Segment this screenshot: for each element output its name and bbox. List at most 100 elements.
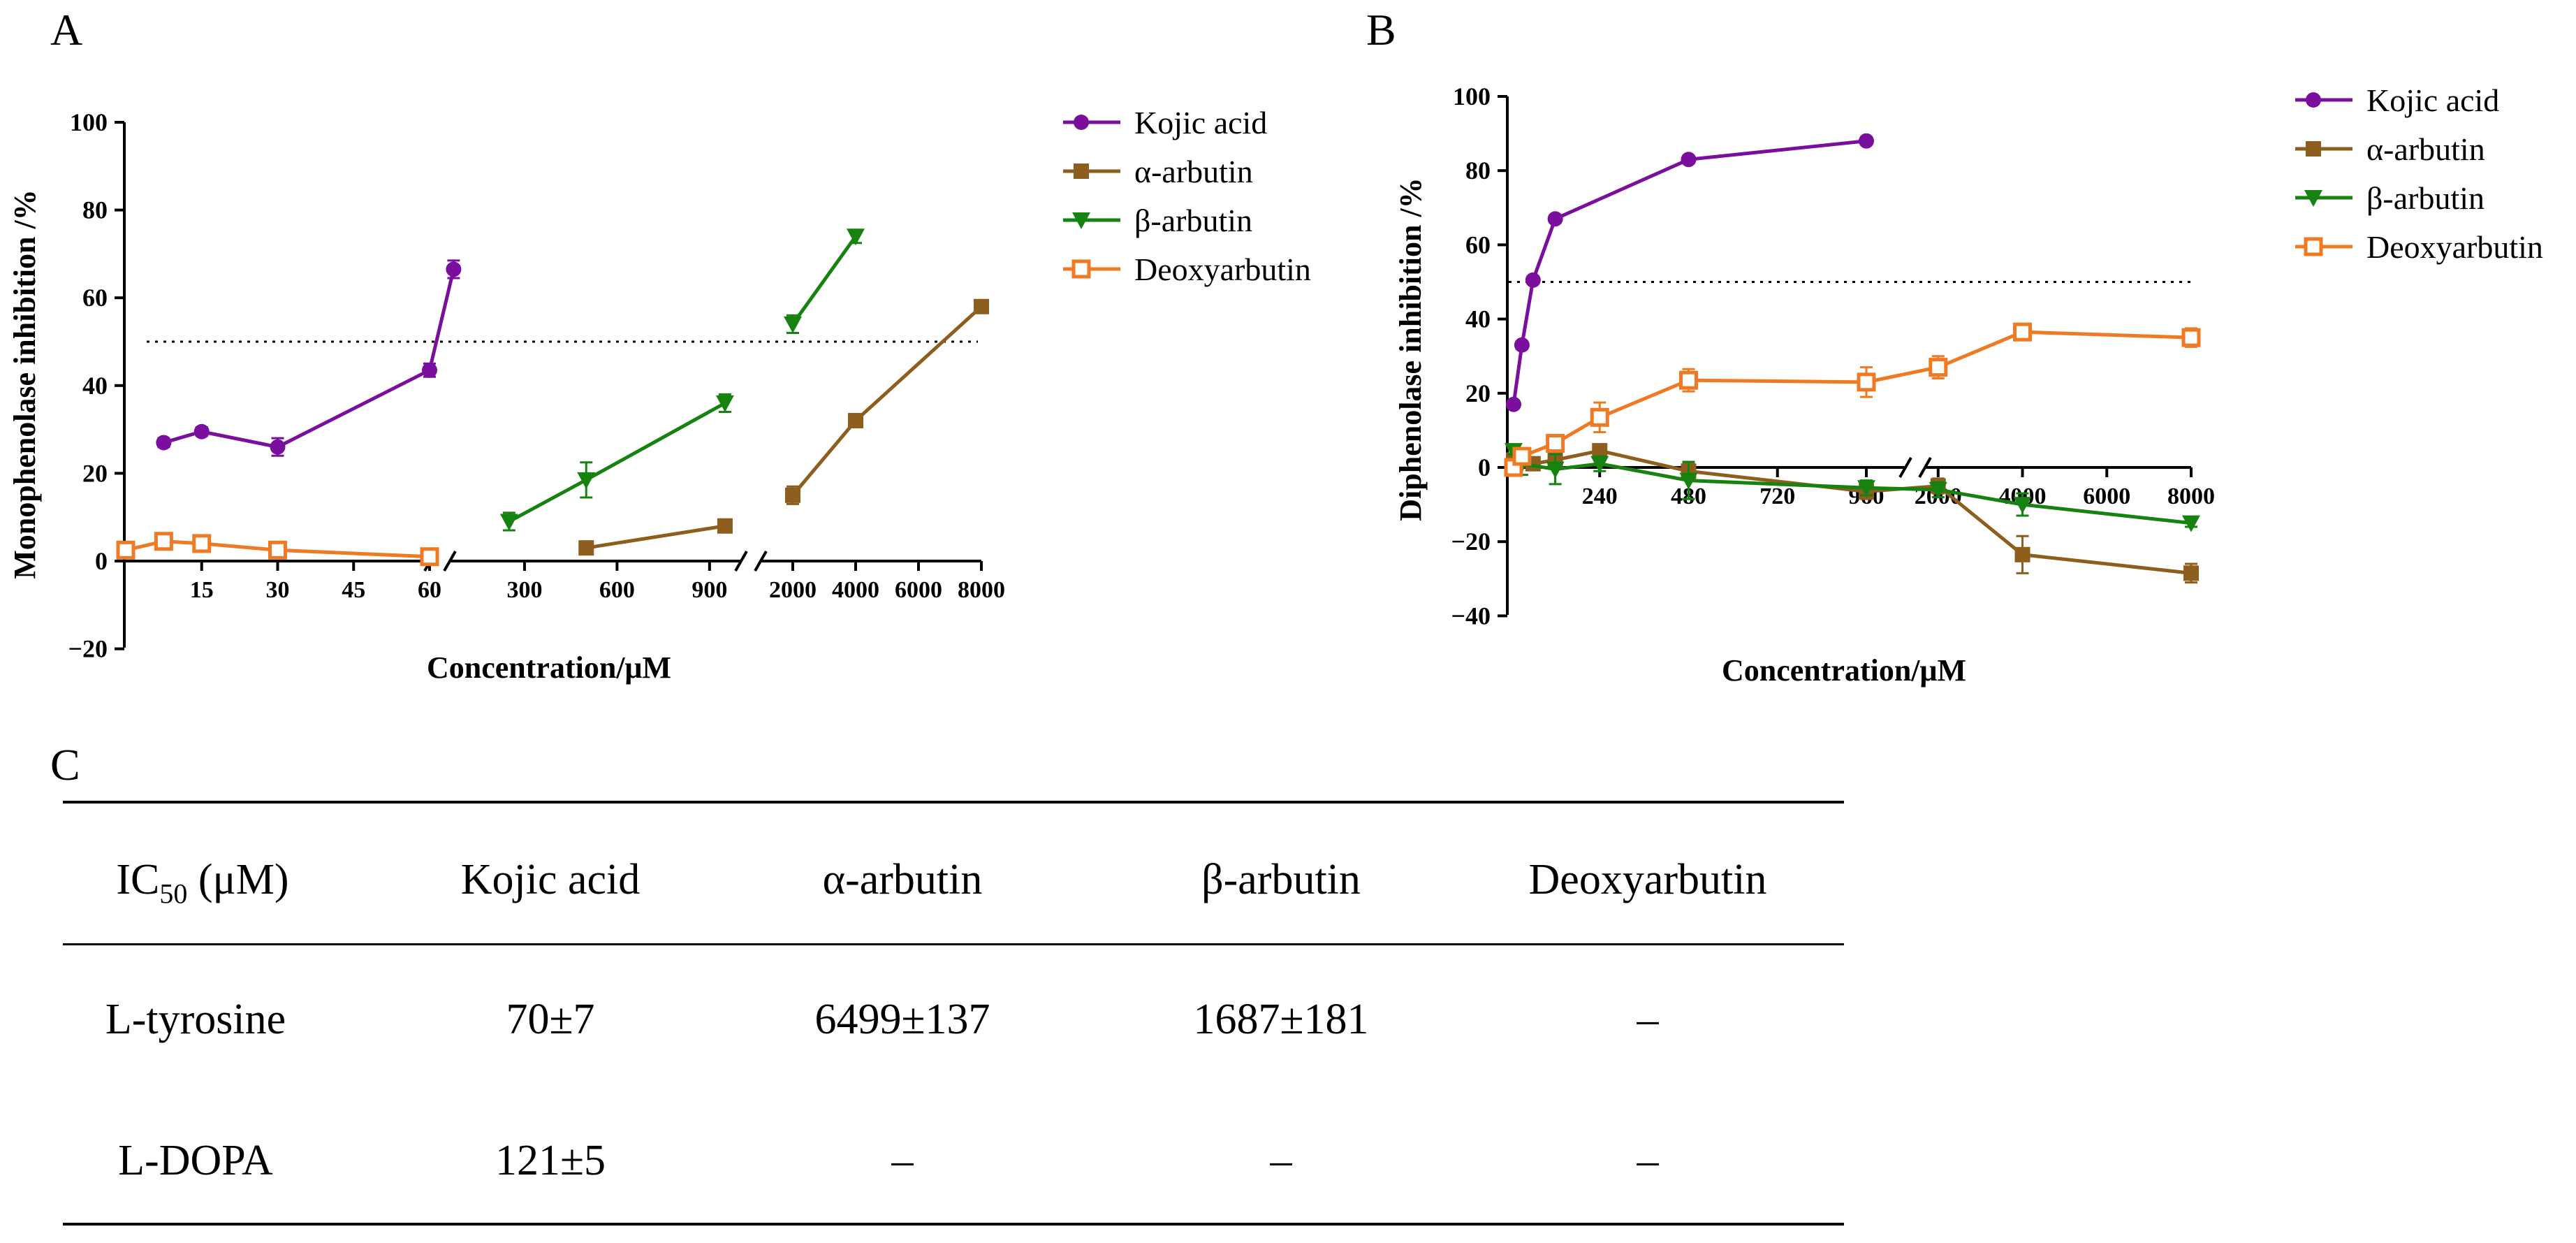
legend-item: β-arbutin bbox=[2292, 173, 2543, 222]
data-point bbox=[446, 261, 462, 277]
table-cell: 1687±181 bbox=[1193, 996, 1369, 1043]
data-point bbox=[1505, 396, 1521, 412]
legend-symbol bbox=[1063, 259, 1120, 279]
data-point bbox=[1590, 407, 1609, 427]
table-cell: – bbox=[1270, 1137, 1292, 1184]
data-point bbox=[974, 298, 989, 314]
data-point bbox=[1512, 446, 1532, 466]
legend-marker bbox=[2304, 237, 2323, 256]
header-deoxyarbutin: Deoxyarbutin bbox=[1528, 856, 1767, 903]
y-tick-label: 40 bbox=[82, 372, 108, 400]
data-point bbox=[1547, 211, 1563, 227]
x-tick-label: 4000 bbox=[832, 577, 879, 603]
y-tick-label: 80 bbox=[82, 196, 108, 224]
legend-marker bbox=[1074, 115, 1089, 130]
series-line bbox=[508, 401, 726, 523]
table-cell: 6499±137 bbox=[814, 996, 990, 1043]
header-kojic-acid: Kojic acid bbox=[460, 856, 641, 903]
series-line bbox=[1866, 486, 2192, 525]
header-alpha-arbutin: α-arbutin bbox=[822, 856, 983, 903]
data-point bbox=[499, 514, 518, 531]
data-point bbox=[154, 532, 173, 551]
panel-label-a: A bbox=[50, 5, 83, 54]
y-tick-label: 80 bbox=[1465, 157, 1491, 184]
series-line bbox=[427, 268, 455, 371]
legend-label: α-arbutin bbox=[2366, 131, 2485, 167]
panel-label-c: C bbox=[50, 740, 80, 790]
table-bottom-rule bbox=[63, 1223, 1844, 1226]
data-point bbox=[2181, 328, 2201, 347]
x-tick-label: 240 bbox=[1582, 484, 1618, 509]
data-point bbox=[2013, 322, 2033, 342]
data-point bbox=[715, 395, 734, 412]
x-axis-break bbox=[1898, 457, 1912, 478]
y-axis-title: Diphenolase inhibition /% bbox=[1393, 177, 1428, 521]
header-beta-arbutin: β-arbutin bbox=[1201, 856, 1361, 903]
x-tick-label: 6000 bbox=[2083, 484, 2130, 509]
legend-item: β-arbutin bbox=[1060, 196, 1311, 245]
data-point bbox=[1681, 152, 1697, 168]
data-point bbox=[1546, 461, 1565, 479]
x-axis-break bbox=[734, 551, 748, 572]
x-tick-label: 2000 bbox=[769, 577, 817, 603]
y-tick-label: −40 bbox=[1451, 602, 1491, 630]
data-point bbox=[2014, 546, 2030, 562]
data-point bbox=[270, 439, 286, 455]
data-point bbox=[1859, 133, 1874, 149]
table-cell: 121±5 bbox=[495, 1137, 606, 1184]
legend-symbol bbox=[2295, 190, 2352, 207]
y-tick-label: 100 bbox=[1453, 82, 1491, 110]
x-tick-label: 15 bbox=[190, 577, 214, 603]
x-tick-label: 8000 bbox=[2167, 484, 2215, 509]
table-header-rule bbox=[63, 943, 1844, 945]
data-point bbox=[717, 518, 733, 534]
data-point bbox=[1857, 480, 1875, 497]
legend-marker bbox=[2306, 92, 2321, 108]
panel-label-b: B bbox=[1366, 5, 1396, 54]
y-axis-title: Monophenolase inhibition /% bbox=[8, 189, 42, 579]
y-tick-label: 100 bbox=[70, 108, 108, 136]
y-tick-label: 0 bbox=[1478, 453, 1491, 481]
y-tick-label: 20 bbox=[1465, 379, 1491, 407]
data-point bbox=[1929, 358, 1948, 377]
x-tick-label: 6000 bbox=[895, 577, 942, 603]
legend-a: Kojic acid α-arbutin β-arbutin Deoxyarbutin bbox=[1060, 98, 1311, 293]
series-line bbox=[585, 524, 726, 550]
data-point bbox=[1546, 433, 1565, 453]
data-point bbox=[1592, 443, 1608, 459]
y-tick-label: −20 bbox=[68, 635, 108, 663]
row-label: L-DOPA bbox=[118, 1137, 273, 1184]
data-point bbox=[1679, 370, 1698, 390]
y-tick-label: 60 bbox=[82, 284, 108, 312]
data-point bbox=[1525, 272, 1541, 288]
data-point bbox=[578, 540, 594, 556]
legend-marker bbox=[1074, 163, 1089, 179]
series-line bbox=[1512, 139, 1867, 405]
x-tick-label: 720 bbox=[1759, 484, 1795, 509]
legend-marker bbox=[1072, 212, 1090, 229]
legend-item: Deoxyarbutin bbox=[1060, 245, 1311, 293]
legend-label: β-arbutin bbox=[2366, 180, 2485, 216]
x-tick-label: 30 bbox=[266, 577, 290, 603]
legend-marker bbox=[2306, 141, 2321, 157]
series-line bbox=[163, 368, 431, 449]
series-line bbox=[1512, 378, 1867, 469]
x-tick-label: 300 bbox=[506, 577, 542, 603]
table-cell: – bbox=[891, 1137, 914, 1184]
y-tick-label: 0 bbox=[95, 547, 108, 575]
data-point bbox=[193, 423, 210, 439]
data-point bbox=[2183, 565, 2199, 581]
legend-item: Deoxyarbutin bbox=[2292, 222, 2543, 271]
data-point bbox=[268, 540, 287, 560]
data-point bbox=[2182, 515, 2200, 532]
x-tick-label: 45 bbox=[342, 577, 365, 603]
data-point bbox=[2013, 497, 2032, 514]
legend-marker bbox=[1071, 259, 1091, 279]
data-point bbox=[1857, 372, 1876, 392]
data-point bbox=[156, 435, 172, 451]
legend-item: Kojic acid bbox=[2292, 75, 2543, 124]
data-point bbox=[1679, 472, 1698, 490]
data-point bbox=[848, 413, 863, 429]
series-line bbox=[1866, 330, 2192, 384]
legend-label: α-arbutin bbox=[1134, 153, 1253, 189]
